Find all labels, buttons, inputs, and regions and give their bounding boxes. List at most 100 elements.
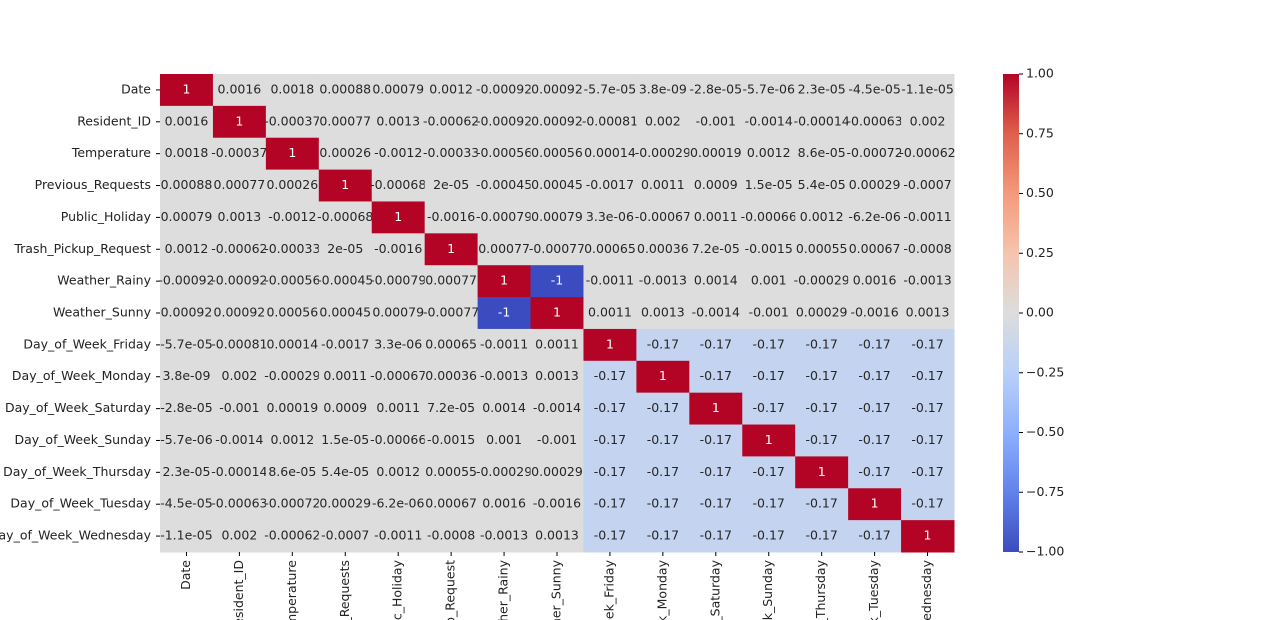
heatmap-cell bbox=[689, 328, 743, 362]
cell-label: 0.00067 bbox=[425, 496, 477, 511]
heatmap-cell bbox=[689, 360, 743, 394]
cell-label: 0.00029 bbox=[849, 177, 901, 192]
heatmap-cell bbox=[318, 169, 373, 202]
cell-label: 0.00077 bbox=[425, 273, 477, 288]
heatmap-cell bbox=[424, 360, 479, 394]
heatmap-cell bbox=[901, 297, 955, 330]
cell-label: 0.00065 bbox=[584, 241, 636, 256]
y-tick-label: Previous_Requests bbox=[35, 177, 151, 192]
heatmap-cell bbox=[901, 105, 955, 139]
cell-label: -0.0014 bbox=[692, 305, 740, 320]
cell-label: 0.00092 bbox=[531, 113, 583, 128]
cell-label: -0.17 bbox=[647, 432, 679, 447]
heatmap-cell bbox=[160, 424, 214, 457]
cell-label: 1 bbox=[765, 432, 773, 447]
heatmap-cell bbox=[689, 233, 743, 266]
cell-label: 7.2e-05 bbox=[427, 400, 475, 415]
cell-label: -0.0008 bbox=[903, 241, 951, 256]
heatmap-cell bbox=[689, 105, 743, 139]
heatmap-cell bbox=[636, 233, 690, 266]
cell-label: -0.17 bbox=[911, 432, 943, 447]
heatmap-cell bbox=[212, 201, 267, 234]
cell-label: 3.8e-09 bbox=[162, 368, 210, 383]
cell-label: -0.0016 bbox=[533, 496, 581, 511]
heatmap-cell bbox=[742, 137, 796, 171]
heatmap-cell bbox=[265, 360, 320, 394]
heatmap-cell bbox=[636, 169, 690, 202]
cell-label: 0.001 bbox=[751, 273, 787, 288]
cell-label: 0.0014 bbox=[694, 273, 738, 288]
cell-label: 0.0011 bbox=[588, 305, 632, 320]
cell-label: 1 bbox=[659, 368, 667, 383]
heatmap-cell bbox=[424, 424, 479, 457]
cell-label: -0.0011 bbox=[903, 209, 951, 224]
heatmap-cell bbox=[636, 137, 690, 171]
x-tick-label: Weather_Rainy bbox=[496, 559, 511, 620]
cell-label: -0.17 bbox=[700, 368, 732, 383]
cell-label: 0.00019 bbox=[690, 145, 742, 160]
heatmap-cell bbox=[212, 424, 267, 457]
cell-label: -0.00092 bbox=[158, 273, 214, 288]
cell-label: -0.17 bbox=[647, 496, 679, 511]
heatmap-cell bbox=[424, 456, 479, 489]
colorbar-tick-label: 0.50 bbox=[1026, 185, 1054, 200]
heatmap-cell bbox=[212, 105, 267, 139]
cell-label: 0.00055 bbox=[796, 241, 848, 256]
heatmap-cell bbox=[530, 265, 584, 298]
cell-label: 0.00079 bbox=[161, 209, 213, 224]
cell-label: -0.17 bbox=[858, 528, 890, 543]
cell-label: 0.0012 bbox=[165, 241, 209, 256]
cell-label: -4.5e-05 bbox=[160, 496, 213, 511]
heatmap-cell bbox=[742, 169, 796, 202]
heatmap-cell bbox=[848, 328, 902, 362]
heatmap-cell bbox=[742, 297, 796, 330]
heatmap-cell bbox=[371, 265, 426, 298]
heatmap-cell bbox=[371, 392, 426, 426]
heatmap-cell bbox=[318, 520, 373, 553]
cell-label: -0.17 bbox=[858, 336, 890, 351]
x-tick-label: Day_of_Week_Wednesday bbox=[919, 559, 934, 620]
cell-label: -0.00068 bbox=[370, 177, 426, 192]
cell-label: 0.0016 bbox=[482, 496, 526, 511]
heatmap-cell bbox=[530, 74, 584, 107]
heatmap-cell bbox=[160, 233, 214, 266]
heatmap-cell bbox=[742, 201, 796, 234]
cell-label: -0.17 bbox=[911, 400, 943, 415]
x-tick-label: Day_of_Week_Sunday bbox=[760, 559, 775, 620]
cell-label: -0.0017 bbox=[321, 336, 369, 351]
cell-label: 0.00088 bbox=[319, 81, 371, 96]
y-tick-label: Day_of_Week_Friday bbox=[23, 336, 151, 351]
cell-label: -0.00066 bbox=[741, 209, 797, 224]
heatmap-cell bbox=[371, 105, 426, 139]
cell-label: 0.0013 bbox=[906, 305, 950, 320]
heatmap-cell bbox=[424, 488, 479, 521]
cell-label: -0.0011 bbox=[586, 273, 634, 288]
heatmap-cell bbox=[371, 201, 426, 234]
cell-label: 3.3e-06 bbox=[586, 209, 634, 224]
heatmap-cell bbox=[477, 328, 532, 362]
cell-label: 2.3e-05 bbox=[162, 464, 210, 479]
heatmap-cell bbox=[689, 297, 743, 330]
heatmap-cell bbox=[795, 74, 849, 107]
heatmap-cell bbox=[636, 105, 690, 139]
heatmap-cell bbox=[212, 360, 267, 394]
cell-label: 5.4e-05 bbox=[798, 177, 846, 192]
colorbar-tick-label: 0.00 bbox=[1026, 305, 1054, 320]
heatmap-cell bbox=[424, 201, 479, 234]
heatmap-cell bbox=[795, 520, 849, 553]
heatmap-cell bbox=[848, 265, 902, 298]
cell-label: -0.17 bbox=[805, 528, 837, 543]
cell-label: -0.00081 bbox=[211, 336, 267, 351]
cell-label: 0.0009 bbox=[694, 177, 738, 192]
cell-label: 0.00067 bbox=[849, 241, 901, 256]
heatmap-cell bbox=[160, 74, 214, 107]
cell-label: -0.0014 bbox=[215, 432, 263, 447]
heatmap-cell bbox=[583, 169, 637, 202]
cell-label: -0.17 bbox=[911, 464, 943, 479]
x-tick-label: Day_of_Week_Friday bbox=[601, 559, 616, 620]
heatmap-cell bbox=[583, 328, 637, 362]
heatmap-cell bbox=[530, 520, 584, 553]
cell-label: 1 bbox=[818, 464, 826, 479]
heatmap-cell bbox=[848, 137, 902, 171]
heatmap-cell bbox=[318, 74, 373, 107]
